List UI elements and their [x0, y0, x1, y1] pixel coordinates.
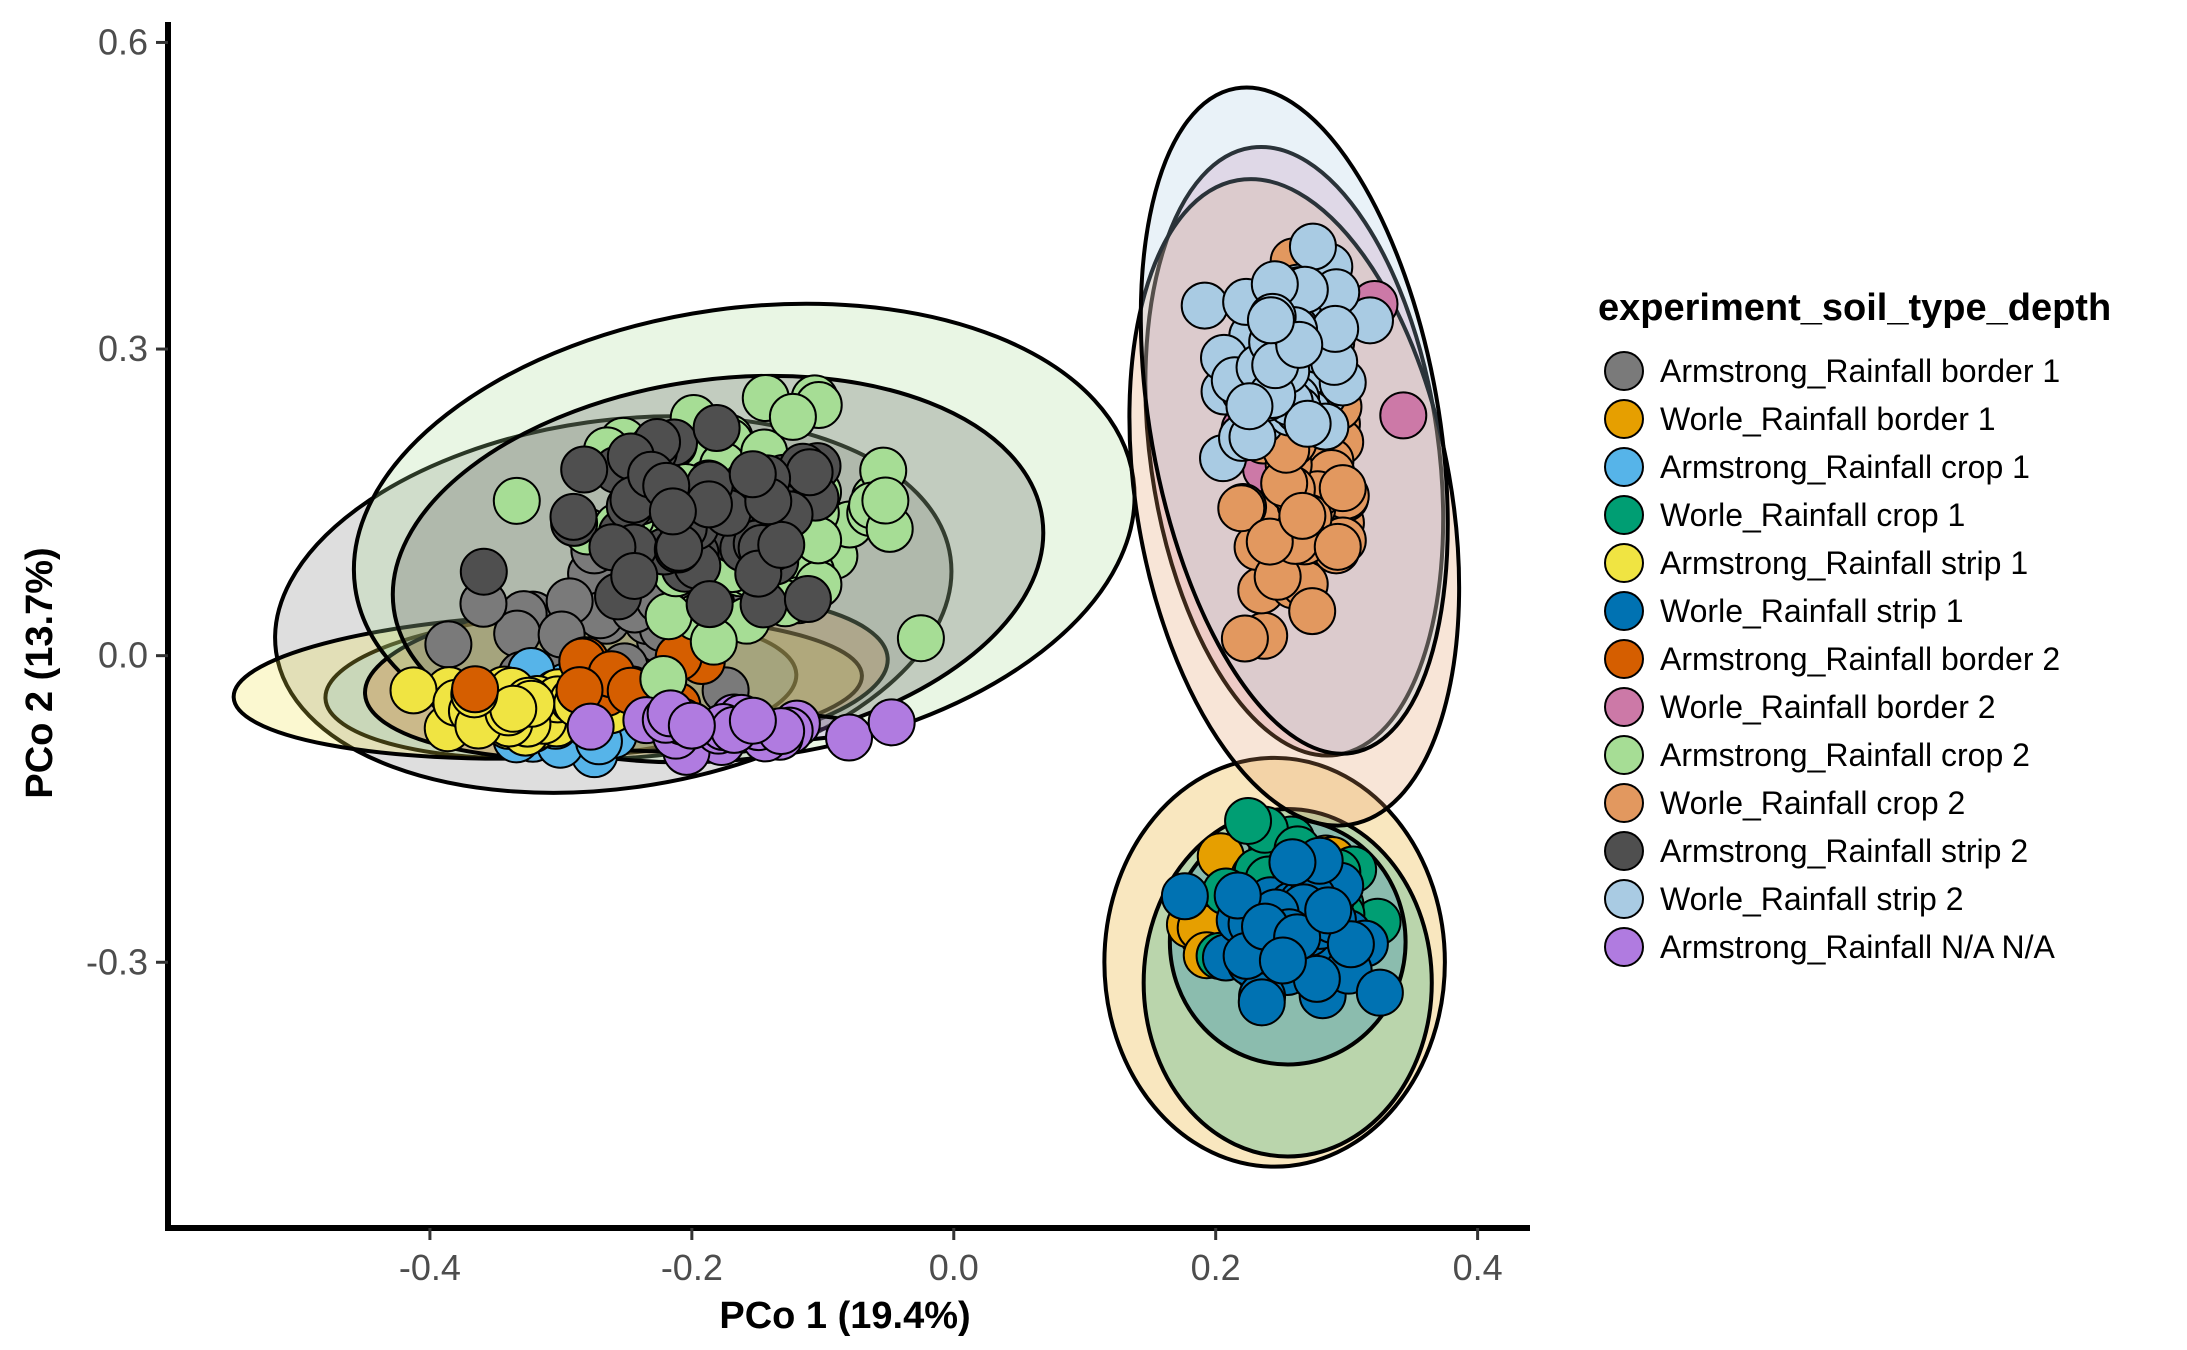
legend-key-8: [1604, 735, 1644, 775]
point-series-5: [1355, 968, 1404, 1017]
y-tick-label: 0.6: [98, 21, 148, 62]
point-series-10: [785, 448, 834, 497]
y-axis-title: PCo 2 (13.7%): [19, 547, 61, 798]
legend-label-0: Armstrong_Rainfall border 1: [1660, 353, 2060, 389]
legend-label-1: Worle_Rainfall border 1: [1660, 401, 1996, 437]
point-series-7: [1379, 391, 1428, 440]
legend-label-6: Armstrong_Rainfall border 2: [1660, 641, 2060, 677]
legend-label-5: Worle_Rainfall strip 1: [1660, 593, 1964, 629]
legend-key-5: [1604, 591, 1644, 631]
point-series-11: [1246, 296, 1295, 345]
point-series-12: [566, 702, 615, 751]
legend-key-0: [1604, 351, 1644, 391]
legend-label-9: Worle_Rainfall crop 2: [1660, 785, 1965, 821]
legend-title: experiment_soil_type_depth: [1598, 287, 2111, 329]
point-series-8: [644, 592, 693, 641]
point-series-10: [610, 551, 659, 600]
legend-label-12: Armstrong_Rainfall N/A N/A: [1660, 929, 2055, 965]
legend-key-1: [1604, 399, 1644, 439]
point-series-8: [861, 476, 910, 525]
legend-label-7: Worle_Rainfall border 2: [1660, 689, 1996, 725]
legend-key-10: [1604, 831, 1644, 871]
x-tick-label: -0.4: [399, 1247, 461, 1288]
legend-key-4: [1604, 543, 1644, 583]
point-series-11: [1283, 399, 1332, 448]
x-axis-title: PCo 1 (19.4%): [719, 1295, 970, 1337]
point-series-9: [1220, 614, 1269, 663]
y-tick-label: -0.3: [86, 941, 148, 982]
point-series-10: [783, 575, 832, 624]
point-series-8: [896, 614, 945, 663]
point-series-10: [549, 492, 598, 541]
point-series-9: [1288, 587, 1337, 636]
point-series-10: [757, 520, 806, 569]
point-series-10: [560, 445, 609, 494]
y-axis-ticks: 0.6 0.3 0.0 -0.3: [86, 21, 168, 982]
legend-key-11: [1604, 879, 1644, 919]
point-series-11: [1288, 222, 1337, 271]
legend-label-11: Worle_Rainfall strip 2: [1660, 881, 1964, 917]
point-series-5: [1237, 978, 1286, 1027]
point-series-12: [667, 701, 716, 750]
legend-label-2: Armstrong_Rainfall crop 1: [1660, 449, 2030, 485]
point-series-10: [648, 487, 697, 536]
point-series-12: [867, 698, 916, 747]
point-series-5: [1160, 872, 1209, 921]
point-series-12: [728, 696, 777, 745]
legend-items: Armstrong_Rainfall border 1 Worle_Rainfal…: [1604, 351, 2060, 967]
x-tick-label: 0.2: [1191, 1247, 1241, 1288]
y-tick-label: 0.0: [98, 635, 148, 676]
point-series-10: [728, 450, 777, 499]
legend-label-3: Worle_Rainfall crop 1: [1660, 497, 1965, 533]
legend-key-3: [1604, 495, 1644, 535]
point-series-12: [825, 713, 874, 762]
point-series-0: [424, 620, 473, 669]
point-series-5: [1268, 838, 1317, 887]
legend-label-4: Armstrong_Rainfall strip 1: [1660, 545, 2028, 581]
point-series-11: [1180, 281, 1229, 330]
legend-key-2: [1604, 447, 1644, 487]
legend-key-6: [1604, 639, 1644, 679]
axes-layer: -0.4 -0.2 0.0 0.2 0.4 0.6 0.3 0.0 -0.3: [86, 21, 1530, 1288]
point-series-11: [1225, 382, 1274, 431]
point-layer: [389, 222, 1428, 1027]
point-series-8: [768, 392, 817, 441]
point-series-5: [1258, 936, 1307, 985]
legend-label-10: Armstrong_Rainfall strip 2: [1660, 833, 2028, 869]
point-series-5: [1326, 920, 1375, 969]
point-series-9: [1278, 491, 1327, 540]
point-series-6: [451, 665, 500, 714]
x-tick-label: 0.4: [1453, 1247, 1503, 1288]
point-series-10: [459, 547, 508, 596]
legend-key-7: [1604, 687, 1644, 727]
x-tick-label: 0.0: [929, 1247, 979, 1288]
x-tick-label: -0.2: [661, 1247, 723, 1288]
x-axis-ticks: -0.4 -0.2 0.0 0.2 0.4: [399, 1228, 1503, 1288]
point-series-10: [685, 580, 734, 629]
legend: experiment_soil_type_depth Armstrong_Rai…: [1598, 287, 2111, 967]
y-tick-label: 0.3: [98, 328, 148, 369]
point-series-10: [692, 403, 741, 452]
point-series-4: [389, 666, 438, 715]
point-series-9: [1245, 517, 1294, 566]
point-series-5: [1213, 871, 1262, 920]
point-series-3: [1224, 796, 1273, 845]
point-series-9: [1217, 484, 1266, 533]
point-series-5: [1304, 886, 1353, 935]
legend-label-8: Armstrong_Rainfall crop 2: [1660, 737, 2030, 773]
legend-key-12: [1604, 927, 1644, 967]
point-series-9: [1318, 464, 1367, 513]
legend-key-9: [1604, 783, 1644, 823]
point-series-8: [492, 476, 541, 525]
point-series-9: [1313, 522, 1362, 571]
